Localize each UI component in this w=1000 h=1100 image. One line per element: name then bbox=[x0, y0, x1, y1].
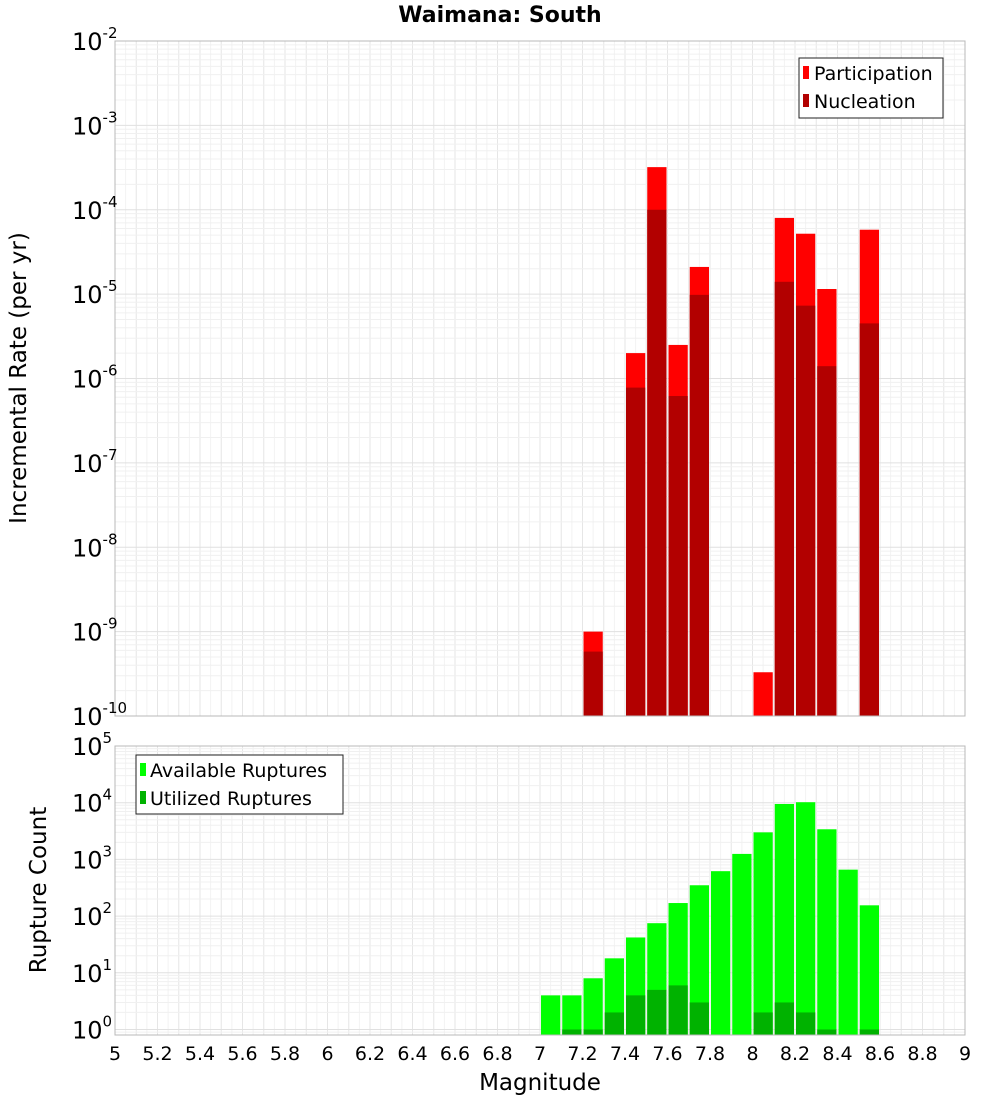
x-tick-label: 5.4 bbox=[185, 1043, 215, 1065]
x-tick-label: 7.8 bbox=[695, 1043, 725, 1065]
x-tick-label: 5.8 bbox=[270, 1043, 300, 1065]
bottom-bar-utilized-ruptures bbox=[753, 1012, 773, 1035]
bottom-bar-available-ruptures bbox=[711, 871, 731, 1035]
x-tick-label: 6 bbox=[321, 1043, 333, 1065]
bottom-y-axis-label: Rupture Count bbox=[26, 807, 52, 973]
bottom-bar-utilized-ruptures bbox=[817, 1029, 837, 1035]
bottom-bar-available-ruptures bbox=[817, 829, 837, 1035]
x-tick-label: 7.4 bbox=[610, 1043, 640, 1065]
x-tick-label: 8.4 bbox=[822, 1043, 852, 1065]
bottom-bar-utilized-ruptures bbox=[583, 1029, 603, 1035]
x-tick-label: 7.2 bbox=[567, 1043, 597, 1065]
top-y-tick-label: 10-7 bbox=[72, 446, 118, 478]
x-tick-label: 6.4 bbox=[397, 1043, 427, 1065]
top-y-tick-label: 10-10 bbox=[72, 699, 127, 731]
x-tick-labels: 5 5.2 5.4 5.6 5.8 6 6.2 6.4 6.6 6.8 7 7.2 7.4 7.6 7.8 8… bbox=[109, 1043, 971, 1065]
chart-title: Waimana: South bbox=[398, 3, 601, 28]
top-bar-participation bbox=[753, 672, 773, 716]
x-tick-label: 7 bbox=[534, 1043, 546, 1065]
bottom-bar-available-ruptures bbox=[562, 995, 582, 1035]
bottom-bar-available-ruptures bbox=[859, 905, 879, 1035]
top-bar-nucleation bbox=[689, 294, 709, 716]
bottom-y-tick-label: 102 bbox=[72, 899, 112, 931]
top-bar-nucleation bbox=[583, 651, 603, 716]
bottom-y-tick-labels: 100 101 102 103 104 105 bbox=[72, 729, 112, 1045]
top-bar-nucleation bbox=[796, 305, 816, 716]
top-y-tick-label: 10-5 bbox=[72, 277, 118, 309]
bottom-y-tick-label: 104 bbox=[72, 786, 112, 818]
x-tick-label: 6.2 bbox=[355, 1043, 385, 1065]
x-tick-label: 5.6 bbox=[227, 1043, 257, 1065]
x-tick-label: 6.6 bbox=[440, 1043, 470, 1065]
bottom-bar-available-ruptures bbox=[541, 995, 561, 1035]
top-y-tick-label: 10-9 bbox=[72, 615, 118, 647]
bottom-bar-utilized-ruptures bbox=[796, 1012, 816, 1035]
bottom-y-tick-label: 105 bbox=[72, 729, 112, 761]
bottom-legend: Available Ruptures Utilized Ruptures bbox=[135, 754, 344, 815]
x-tick-label: 6.8 bbox=[482, 1043, 512, 1065]
top-legend: Participation Nucleation bbox=[798, 57, 944, 119]
bottom-bar-available-ruptures bbox=[796, 802, 816, 1035]
bottom-bar-available-ruptures bbox=[774, 803, 794, 1035]
bottom-bar-available-ruptures bbox=[732, 853, 752, 1035]
bottom-bar-utilized-ruptures bbox=[859, 1029, 879, 1035]
legend-participation-label: Participation bbox=[814, 63, 933, 85]
legend-participation-swatch bbox=[803, 66, 809, 79]
legend-utilized-label: Utilized Ruptures bbox=[150, 788, 312, 810]
top-y-tick-label: 10-3 bbox=[72, 108, 118, 140]
bottom-y-tick-label: 103 bbox=[72, 842, 112, 874]
top-bar-nucleation bbox=[668, 396, 688, 716]
legend-nucleation-swatch bbox=[803, 94, 809, 107]
top-panel-grid bbox=[114, 41, 966, 717]
top-y-axis-label: Incremental Rate (per yr) bbox=[6, 232, 32, 524]
top-y-tick-label: 10-8 bbox=[72, 530, 118, 562]
top-bar-nucleation bbox=[647, 209, 667, 716]
legend-nucleation-label: Nucleation bbox=[814, 91, 916, 113]
x-tick-label: 9 bbox=[959, 1043, 971, 1065]
legend-available-swatch bbox=[140, 763, 146, 776]
top-y-tick-label: 10-4 bbox=[72, 193, 118, 225]
top-bar-nucleation bbox=[774, 281, 794, 716]
bottom-bar-utilized-ruptures bbox=[626, 995, 646, 1035]
top-bar-nucleation bbox=[626, 387, 646, 716]
bottom-bar-available-ruptures bbox=[689, 885, 709, 1035]
bottom-bar-utilized-ruptures bbox=[689, 1002, 709, 1035]
top-bar-nucleation bbox=[859, 323, 879, 716]
top-y-tick-label: 10-6 bbox=[72, 362, 118, 394]
bottom-bar-utilized-ruptures bbox=[562, 1029, 582, 1035]
bottom-bar-available-ruptures bbox=[583, 978, 603, 1035]
top-bar-nucleation bbox=[817, 366, 837, 716]
x-tick-label: 8.8 bbox=[907, 1043, 937, 1065]
bottom-bar-utilized-ruptures bbox=[604, 1012, 624, 1035]
bottom-y-tick-label: 101 bbox=[72, 956, 112, 988]
bottom-panel-bars bbox=[541, 802, 879, 1035]
legend-utilized-swatch bbox=[140, 791, 146, 804]
bottom-bar-available-ruptures bbox=[838, 869, 858, 1035]
bottom-y-tick-label: 100 bbox=[72, 1013, 112, 1045]
bottom-bar-utilized-ruptures bbox=[774, 1002, 794, 1035]
bottom-bar-available-ruptures bbox=[753, 832, 773, 1035]
x-axis-label: Magnitude bbox=[479, 1070, 601, 1096]
x-tick-label: 5 bbox=[109, 1043, 121, 1065]
top-y-tick-labels: 10-10 10-9 10-8 10-7 10-6 10-5 10-4 10-3 10-2 bbox=[72, 24, 127, 731]
bottom-bar-utilized-ruptures bbox=[668, 985, 688, 1035]
x-tick-label: 8.2 bbox=[780, 1043, 810, 1065]
x-tick-label: 8.6 bbox=[865, 1043, 895, 1065]
top-y-tick-label: 10-2 bbox=[72, 24, 118, 56]
bottom-panel-frame bbox=[114, 745, 966, 1036]
top-panel-bars bbox=[583, 167, 879, 717]
legend-available-label: Available Ruptures bbox=[150, 760, 327, 782]
bottom-bar-utilized-ruptures bbox=[647, 989, 667, 1035]
x-tick-label: 7.6 bbox=[652, 1043, 682, 1065]
top-panel-frame bbox=[114, 40, 966, 717]
x-tick-label: 8 bbox=[746, 1043, 758, 1065]
x-tick-label: 5.2 bbox=[142, 1043, 172, 1065]
